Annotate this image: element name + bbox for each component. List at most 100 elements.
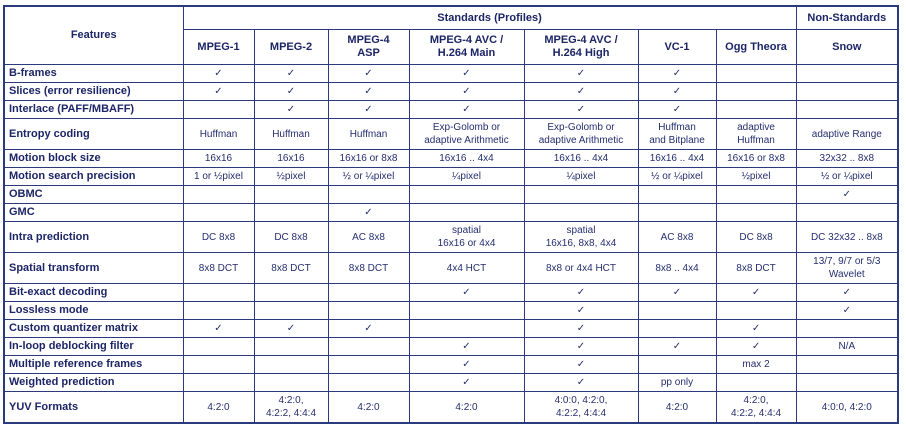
features-corner-header: Features bbox=[3, 5, 184, 65]
cell-value bbox=[795, 373, 899, 392]
cell-value: Huffman and Bitplane bbox=[637, 118, 717, 150]
cell-value bbox=[253, 337, 329, 356]
cell-value: Huffman bbox=[327, 118, 410, 150]
cell-value: DC 8x8 bbox=[182, 221, 255, 253]
feature-label: Intra prediction bbox=[3, 221, 184, 253]
table-row: Motion search precision 1 or ½pixel ½pixel… bbox=[3, 167, 899, 186]
table-row: Weighted prediction ✓ ✓ pp only bbox=[3, 373, 899, 392]
table-row: Spatial transform 8x8 DCT 8x8 DCT 8x8 DCT 4x… bbox=[3, 252, 899, 284]
cell-value bbox=[715, 100, 797, 119]
cell-value: 4x4 HCT bbox=[408, 252, 525, 284]
codec-column-header: Ogg Theora bbox=[715, 29, 797, 65]
check-icon: ✓ bbox=[253, 319, 329, 338]
check-icon: ✓ bbox=[523, 64, 639, 83]
check-icon: ✓ bbox=[795, 301, 899, 320]
cell-value: 8x8 or 4x4 HCT bbox=[523, 252, 639, 284]
cell-value bbox=[182, 373, 255, 392]
check-icon: ✓ bbox=[327, 64, 410, 83]
table-row: Slices (error resilience) ✓ ✓ ✓ ✓ ✓ ✓ bbox=[3, 82, 899, 101]
codec-header-row: MPEG-1 MPEG-2 MPEG-4 ASP MPEG-4 AVC / H.264… bbox=[4, 29, 899, 65]
check-icon: ✓ bbox=[182, 64, 255, 83]
check-icon: ✓ bbox=[408, 283, 525, 302]
table-row: OBMC ✓ bbox=[3, 185, 899, 204]
cell-value bbox=[637, 203, 717, 222]
feature-label: Spatial transform bbox=[3, 252, 184, 284]
cell-value bbox=[253, 203, 329, 222]
cell-value bbox=[715, 373, 797, 392]
cell-value bbox=[253, 283, 329, 302]
cell-value bbox=[637, 319, 717, 338]
check-icon: ✓ bbox=[637, 100, 717, 119]
cell-value bbox=[327, 355, 410, 374]
check-icon: ✓ bbox=[182, 319, 255, 338]
table-row: In-loop deblocking filter ✓ ✓ ✓ ✓ N/A bbox=[3, 337, 899, 356]
cell-value: spatial 16x16 or 4x4 bbox=[408, 221, 525, 253]
check-icon: ✓ bbox=[523, 283, 639, 302]
cell-value bbox=[253, 373, 329, 392]
cell-value: 8x8 .. 4x4 bbox=[637, 252, 717, 284]
table-row: Interlace (PAFF/MBAFF) ✓ ✓ ✓ ✓ ✓ bbox=[3, 100, 899, 119]
feature-label: Entropy coding bbox=[3, 118, 184, 150]
feature-label: Multiple reference frames bbox=[3, 355, 184, 374]
cell-value: 16x16 .. 4x4 bbox=[523, 149, 639, 168]
cell-value bbox=[523, 203, 639, 222]
cell-value: 4:2:0, 4:2:2, 4:4:4 bbox=[715, 391, 797, 424]
cell-value bbox=[408, 203, 525, 222]
cell-value: Exp-Golomb or adaptive Arithmetic bbox=[408, 118, 525, 150]
feature-label: Bit-exact decoding bbox=[3, 283, 184, 302]
check-icon: ✓ bbox=[523, 355, 639, 374]
cell-value bbox=[182, 337, 255, 356]
cell-value bbox=[253, 185, 329, 204]
check-icon: ✓ bbox=[523, 337, 639, 356]
cell-value bbox=[408, 319, 525, 338]
table-row: Intra prediction DC 8x8 DC 8x8 AC 8x8 spatia… bbox=[3, 221, 899, 253]
cell-value bbox=[795, 100, 899, 119]
cell-value bbox=[182, 301, 255, 320]
feature-label: Motion search precision bbox=[3, 167, 184, 186]
cell-value: 4:0:0, 4:2:0 bbox=[795, 391, 899, 424]
cell-value bbox=[327, 185, 410, 204]
cell-value: adaptive Range bbox=[795, 118, 899, 150]
cell-value bbox=[795, 203, 899, 222]
cell-value bbox=[327, 283, 410, 302]
feature-label: B-frames bbox=[3, 64, 184, 83]
cell-value bbox=[182, 283, 255, 302]
cell-value: ½ or ¼pixel bbox=[637, 167, 717, 186]
cell-value: 4:2:0 bbox=[327, 391, 410, 424]
check-icon: ✓ bbox=[523, 100, 639, 119]
cell-value: ¼pixel bbox=[523, 167, 639, 186]
check-icon: ✓ bbox=[327, 203, 410, 222]
codec-column-header: MPEG-4 AVC / H.264 High bbox=[523, 29, 639, 65]
cell-value: adaptive Huffman bbox=[715, 118, 797, 150]
check-icon: ✓ bbox=[715, 283, 797, 302]
cell-value: ¼pixel bbox=[408, 167, 525, 186]
check-icon: ✓ bbox=[253, 64, 329, 83]
check-icon: ✓ bbox=[408, 337, 525, 356]
codec-column-header: MPEG-4 AVC / H.264 Main bbox=[408, 29, 525, 65]
cell-value: max 2 bbox=[715, 355, 797, 374]
cell-value: N/A bbox=[795, 337, 899, 356]
cell-value: ½pixel bbox=[715, 167, 797, 186]
cell-value: 4:2:0, 4:2:2, 4:4:4 bbox=[253, 391, 329, 424]
cell-value: ½ or ¼pixel bbox=[795, 167, 899, 186]
codec-column-header: MPEG-2 bbox=[253, 29, 329, 65]
cell-value: Huffman bbox=[253, 118, 329, 150]
table-header: Features Standards (Profiles) Non-Standa… bbox=[3, 5, 899, 65]
table-row: Lossless mode ✓ ✓ bbox=[3, 301, 899, 320]
cell-value: ½ or ¼pixel bbox=[327, 167, 410, 186]
table-row: Motion block size 16x16 16x16 16x16 or 8x8 1… bbox=[3, 149, 899, 168]
check-icon: ✓ bbox=[637, 82, 717, 101]
cell-value bbox=[182, 185, 255, 204]
table-row: B-frames ✓ ✓ ✓ ✓ ✓ ✓ bbox=[3, 64, 899, 83]
check-icon: ✓ bbox=[327, 100, 410, 119]
cell-value bbox=[715, 301, 797, 320]
cell-value bbox=[795, 64, 899, 83]
cell-value bbox=[795, 355, 899, 374]
codec-column-header: VC-1 bbox=[637, 29, 717, 65]
codec-column-header: MPEG-4 ASP bbox=[327, 29, 410, 65]
cell-value bbox=[715, 203, 797, 222]
codec-comparison-table: Features Standards (Profiles) Non-Standa… bbox=[3, 5, 900, 424]
cell-value: AC 8x8 bbox=[327, 221, 410, 253]
cell-value bbox=[715, 82, 797, 101]
